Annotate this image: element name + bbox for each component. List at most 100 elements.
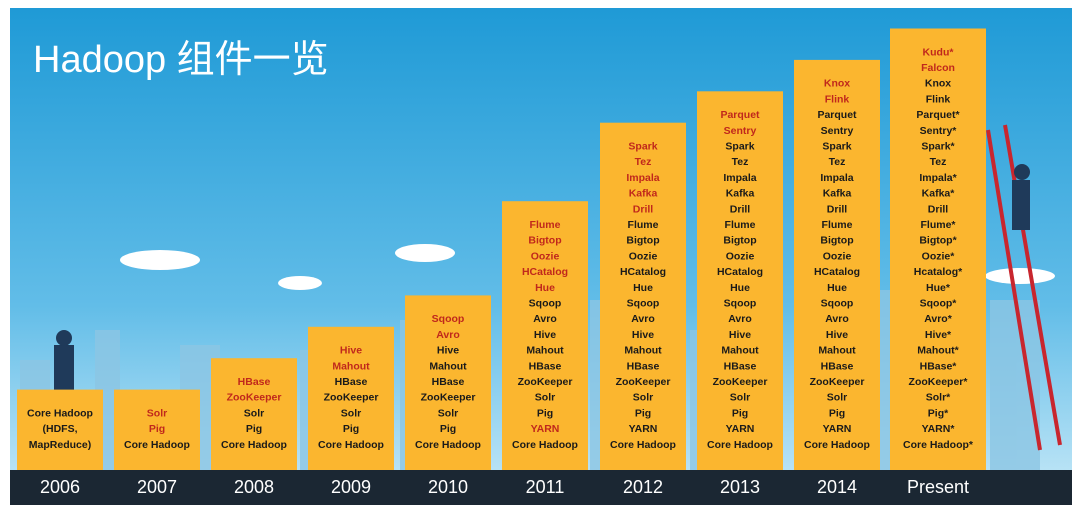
component-label: Mahout xyxy=(429,360,467,372)
component-label: HBase xyxy=(529,360,562,372)
component-label: Solr xyxy=(438,407,458,419)
component-label: HCatalog xyxy=(717,266,763,278)
component-label: Sentry xyxy=(821,125,854,137)
component-label: YARN xyxy=(531,423,560,435)
component-label: Impala* xyxy=(919,172,957,184)
component-label: YARN xyxy=(823,423,852,435)
component-label: YARN* xyxy=(922,423,956,435)
column-box xyxy=(114,389,200,470)
component-label: Pig xyxy=(440,423,456,435)
component-label: Kafka xyxy=(629,188,658,200)
component-label: Tez xyxy=(930,156,947,168)
component-label: Mahout* xyxy=(917,345,959,357)
year-label: 2010 xyxy=(428,477,468,497)
component-label: YARN xyxy=(726,423,755,435)
component-label: Hue* xyxy=(926,282,951,294)
component-label: Solr xyxy=(633,392,653,404)
component-label: Spark xyxy=(822,140,851,152)
component-label: Pig xyxy=(537,407,553,419)
component-label: Mahout xyxy=(818,345,856,357)
component-label: Core Hadoop xyxy=(610,439,676,451)
component-label: Flume xyxy=(725,219,756,231)
component-label: Parquet xyxy=(720,109,760,121)
component-label: Avro xyxy=(533,313,557,325)
component-label: Hive xyxy=(729,329,751,341)
component-label: Avro xyxy=(631,313,655,325)
column-box xyxy=(308,326,394,470)
component-label: Tez xyxy=(829,156,846,168)
column-box xyxy=(697,91,783,471)
component-label: Knox xyxy=(925,78,951,90)
column-box xyxy=(890,28,986,470)
component-label: HBase xyxy=(821,360,854,372)
component-label: ZooKeeper xyxy=(421,392,476,404)
column-box xyxy=(600,122,686,470)
component-label: Kafka* xyxy=(922,188,956,200)
component-label: Sqoop xyxy=(432,313,465,325)
component-label: Drill xyxy=(928,203,949,215)
component-label: Sentry* xyxy=(920,125,958,137)
component-label: Hive xyxy=(340,345,362,357)
component-label: Core Hadoop xyxy=(318,439,384,451)
component-label: Oozie xyxy=(823,250,852,262)
component-label: HCatalog xyxy=(620,266,666,278)
component-label: Knox xyxy=(824,78,850,90)
year-band xyxy=(10,470,1072,505)
component-label: Pig xyxy=(343,423,359,435)
component-label: Bigtop xyxy=(820,235,853,247)
component-label: Pig xyxy=(246,423,262,435)
component-label: Hue xyxy=(827,282,847,294)
component-label: Bigtop xyxy=(723,235,756,247)
component-label: ZooKeeper* xyxy=(909,376,969,388)
component-label: Parquet xyxy=(817,109,857,121)
component-label: Bigtop xyxy=(626,235,659,247)
component-label: ZooKeeper xyxy=(810,376,865,388)
year-label: 2011 xyxy=(526,477,565,497)
column-box xyxy=(502,201,588,470)
year-label: 2006 xyxy=(40,477,80,497)
component-label: Core Hadoop xyxy=(221,439,287,451)
component-label: Drill xyxy=(730,203,751,215)
year-label: 2007 xyxy=(137,477,177,497)
component-label: Solr* xyxy=(926,392,951,404)
component-label: Spark* xyxy=(921,140,955,152)
component-label: Hue xyxy=(730,282,750,294)
component-label: Oozie* xyxy=(922,250,956,262)
component-label: Avro xyxy=(825,313,849,325)
component-label: ZooKeeper xyxy=(324,392,379,404)
clouds xyxy=(120,244,1055,290)
component-label: Solr xyxy=(244,407,264,419)
component-label: Sqoop xyxy=(724,297,757,309)
component-label: HCatalog xyxy=(814,266,860,278)
component-label: Solr xyxy=(827,392,847,404)
component-label: YARN xyxy=(629,423,658,435)
component-label: ZooKeeper xyxy=(227,392,282,404)
component-label: HCatalog xyxy=(522,266,568,278)
component-label: Pig xyxy=(149,423,165,435)
year-label: 2008 xyxy=(234,477,274,497)
component-label: ZooKeeper xyxy=(518,376,573,388)
component-label: Avro xyxy=(728,313,752,325)
component-label: Hue xyxy=(535,282,555,294)
component-label: Kafka xyxy=(823,188,852,200)
component-label: Sqoop xyxy=(529,297,562,309)
component-label: Mahout xyxy=(332,360,370,372)
component-label: Solr xyxy=(730,392,750,404)
component-label: Kafka xyxy=(726,188,755,200)
component-label: Parquet* xyxy=(916,109,960,121)
ladder xyxy=(986,124,1062,451)
component-label: ZooKeeper xyxy=(713,376,768,388)
component-label: Pig xyxy=(732,407,748,419)
component-label: Sentry xyxy=(724,125,757,137)
component-label: Solr xyxy=(535,392,555,404)
component-label: Oozie xyxy=(629,250,658,262)
component-label: HBase* xyxy=(920,360,958,372)
component-label: Core Hadoop xyxy=(512,439,578,451)
component-label: MapReduce) xyxy=(29,439,91,451)
component-label: Falcon xyxy=(921,62,955,74)
column-box xyxy=(17,389,103,470)
climber xyxy=(1012,164,1030,230)
component-label: HBase xyxy=(432,376,465,388)
component-label: Flink xyxy=(825,93,850,105)
component-label: Sqoop xyxy=(821,297,854,309)
